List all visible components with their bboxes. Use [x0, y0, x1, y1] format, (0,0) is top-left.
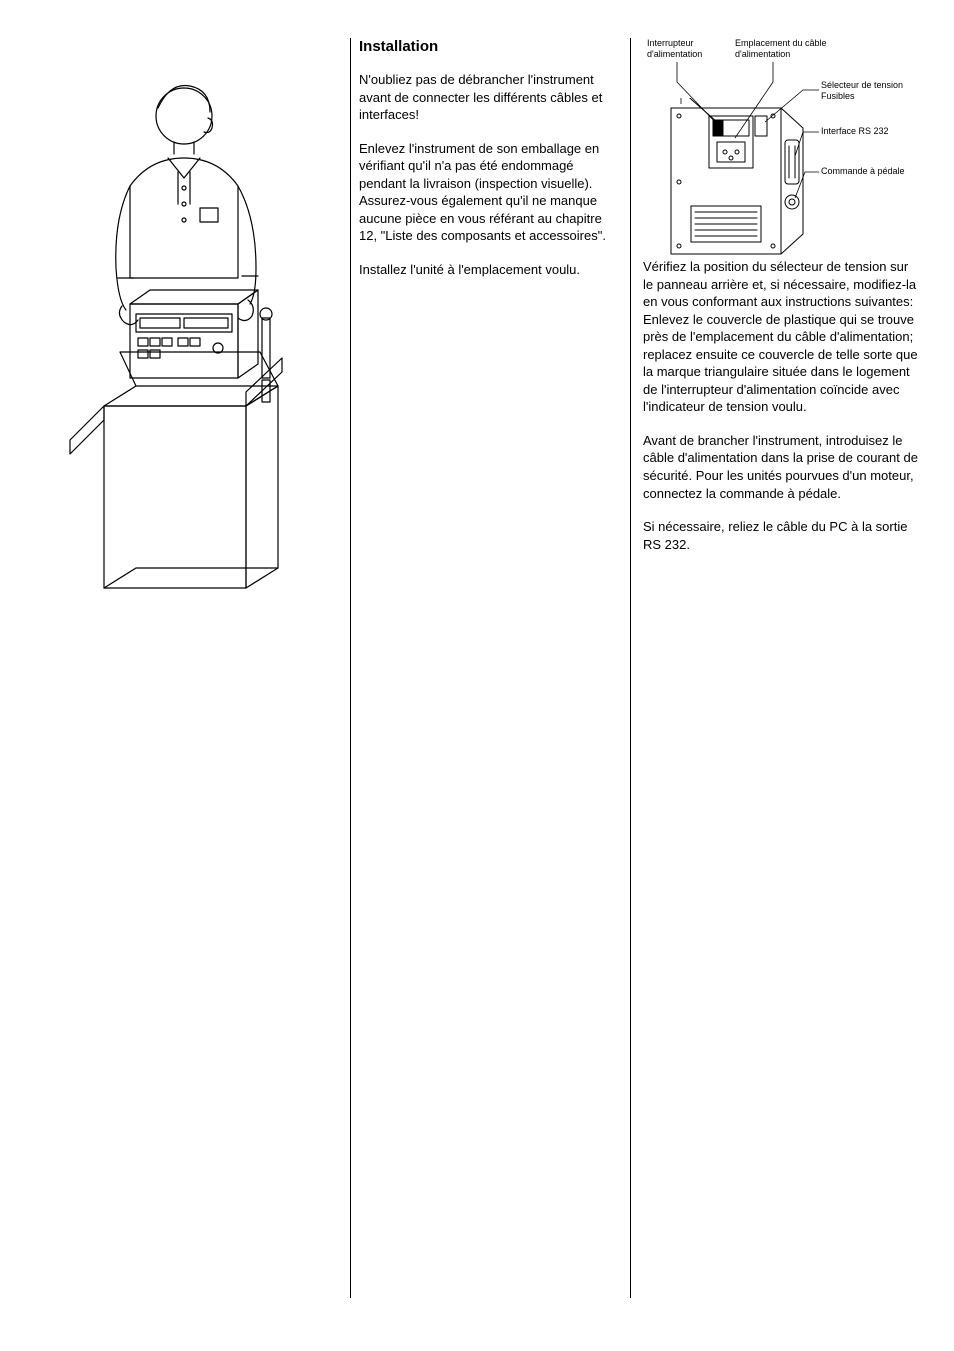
column-3: Interrupteur d'alimentation Emplacement … [630, 38, 920, 1298]
col2-paragraph-3: Installez l'unité à l'emplacement voulu. [359, 261, 618, 279]
column-2: Installation N'oubliez pas de débrancher… [350, 38, 630, 1298]
col2-paragraph-2: Enlevez l'instrument de son emballage en… [359, 140, 618, 245]
column-layout: Installation N'oubliez pas de débrancher… [60, 38, 924, 1298]
leader-lines-svg [643, 38, 909, 238]
unpack-svg [60, 68, 290, 628]
col3-paragraph-2: Avant de brancher l'instrument, introdui… [643, 432, 920, 502]
column-1 [60, 38, 350, 1298]
page: Installation N'oubliez pas de débrancher… [0, 0, 954, 1351]
col2-paragraph-1: N'oubliez pas de débrancher l'instrument… [359, 71, 618, 124]
unpacking-illustration [60, 68, 290, 628]
rear-panel-diagram: Interrupteur d'alimentation Emplacement … [643, 38, 909, 238]
col3-paragraph-1: Vérifiez la position du sélecteur de ten… [643, 258, 920, 416]
installation-heading: Installation [359, 38, 618, 55]
col3-paragraph-3: Si nécessaire, reliez le câble du PC à l… [643, 518, 920, 553]
